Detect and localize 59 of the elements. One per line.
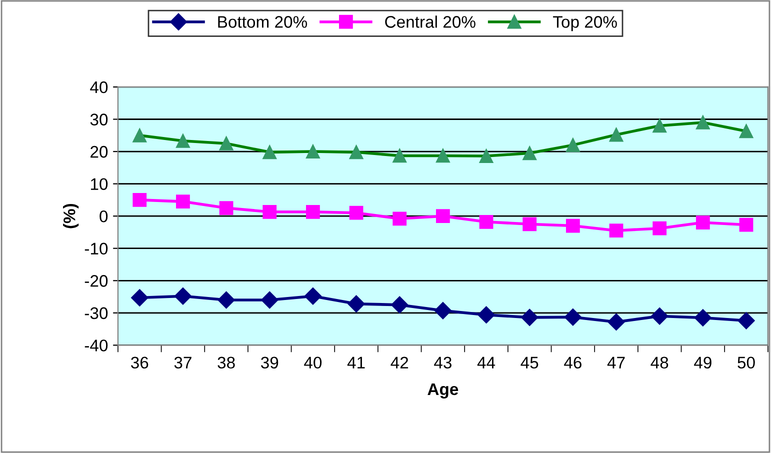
point (392, 212, 407, 226)
x-tick-label: 38 (218, 356, 235, 369)
point (566, 218, 580, 233)
point (479, 214, 494, 229)
point (306, 204, 320, 219)
x-tick-label: 46 (564, 356, 582, 369)
y-axis-title: (%) (63, 204, 79, 228)
x-tick-label: 37 (174, 356, 192, 369)
legend-label: Top 20% (553, 16, 617, 32)
x-tick-label: 42 (390, 356, 408, 368)
point (436, 209, 450, 224)
point (304, 288, 322, 305)
point (609, 224, 624, 238)
x-tick-label: 48 (650, 356, 668, 369)
legend-label: Central 20% (385, 16, 476, 28)
point (694, 309, 712, 326)
point (434, 302, 452, 320)
point (219, 201, 234, 215)
x-tick-label: 40 (304, 356, 322, 369)
x-tick-label: 45 (520, 356, 538, 369)
point (131, 289, 148, 306)
point (478, 306, 495, 324)
x-tick-label: 41 (347, 356, 365, 368)
point (651, 308, 668, 325)
y-tick-label: -20 (84, 275, 108, 287)
x-tick-label: 43 (434, 356, 452, 369)
x-tick-label: 36 (130, 356, 148, 369)
legend-label: Bottom 20% (218, 16, 308, 28)
y-tick-label: 30 (90, 114, 108, 126)
point (262, 204, 277, 219)
point (349, 206, 364, 220)
point (176, 194, 190, 208)
x-tick-label: 47 (607, 356, 625, 368)
point (348, 295, 365, 312)
y-tick-label: 0 (100, 210, 108, 222)
y-tick-label: 20 (90, 146, 108, 158)
point (218, 291, 235, 309)
point (391, 296, 408, 314)
point (608, 313, 625, 330)
point (132, 193, 147, 207)
point (564, 308, 582, 326)
point (739, 218, 754, 232)
y-tick-label: -10 (84, 242, 108, 255)
y-tick-label: 40 (90, 81, 108, 94)
y-tick-label: 10 (90, 178, 108, 190)
x-axis-title: Age (428, 383, 458, 398)
x-tick-label: 49 (694, 356, 712, 369)
y-tick-label: -30 (84, 307, 108, 320)
point (174, 288, 192, 305)
point (521, 308, 538, 326)
point (261, 291, 278, 309)
point (652, 221, 667, 236)
y-tick-label: -40 (84, 340, 108, 352)
point (522, 217, 537, 232)
point (738, 312, 755, 330)
x-tick-label: 50 (738, 356, 755, 369)
x-tick-label: 39 (260, 356, 278, 369)
x-tick-label: 44 (477, 356, 496, 368)
point (696, 216, 710, 230)
